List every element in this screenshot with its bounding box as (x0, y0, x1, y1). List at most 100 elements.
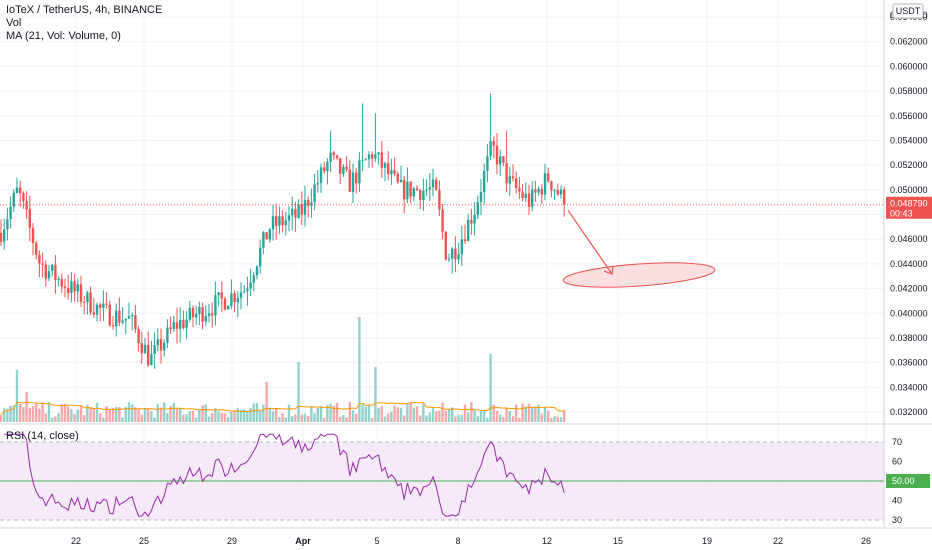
x-tick-label: 25 (139, 536, 149, 546)
volume-bar (438, 410, 441, 422)
candle-body (137, 328, 140, 344)
annotations[interactable] (0, 204, 884, 292)
candle-body (6, 219, 9, 230)
candle-body (495, 145, 499, 165)
volume-bar (163, 402, 166, 422)
rsi-tick-label: 30 (892, 515, 902, 525)
volume-bar (483, 409, 486, 422)
volume-bar (22, 407, 25, 422)
candle-body (3, 229, 6, 242)
volume-bar (495, 411, 499, 422)
candle-body (185, 319, 188, 328)
candle-body (329, 152, 332, 162)
candle-body (15, 187, 19, 193)
volume-bar (169, 406, 172, 422)
volume-bar (361, 404, 364, 422)
volume-bar (390, 411, 393, 422)
candle-body (294, 209, 297, 218)
candle-body (345, 166, 348, 170)
volume-bar (454, 416, 457, 422)
volume-bar (159, 407, 163, 422)
candle-body (179, 319, 182, 329)
volume-bar (35, 403, 38, 422)
volume-bar (300, 414, 303, 422)
volume-bar (556, 416, 559, 422)
candle-body (259, 247, 262, 267)
volume-bar (86, 405, 89, 422)
volume-bar (99, 413, 102, 422)
volume-bar (550, 417, 553, 422)
candle-body (70, 281, 73, 294)
volume-bar (364, 406, 367, 422)
rsi-label[interactable]: RSI (14, close) (6, 430, 79, 442)
last-price-badge (886, 196, 932, 219)
candle-body (169, 327, 172, 329)
candle-body (207, 313, 211, 316)
volume-bar (201, 405, 204, 422)
volume-bar (342, 415, 345, 422)
y-tick-label: 0.062000 (890, 37, 928, 47)
volume-bar (409, 402, 412, 422)
volume-bar (358, 317, 361, 422)
candle-body (399, 179, 403, 183)
volume-bar (275, 407, 278, 422)
volume-bar (387, 413, 390, 422)
candle-body (108, 304, 111, 326)
volume-bar (233, 411, 236, 422)
candle-body (38, 254, 41, 264)
ma-label[interactable]: MA (21, Vol: Volume, 0) (6, 30, 121, 42)
volume-bar (214, 408, 217, 422)
volume-label[interactable]: Vol (6, 17, 22, 29)
volume-bar (310, 405, 313, 422)
y-tick-label: 0.040000 (890, 308, 928, 318)
candle-body (19, 187, 22, 194)
volume-bar (547, 410, 550, 422)
y-tick-label: 0.056000 (890, 111, 928, 121)
candle-body (44, 264, 47, 279)
volume-bar (230, 412, 233, 422)
y-tick-label: 0.036000 (890, 358, 928, 368)
candle-body (79, 284, 83, 302)
volume-bar (243, 409, 246, 422)
candle-body (262, 232, 265, 248)
volume-bar (425, 415, 428, 422)
candle-body (191, 307, 195, 318)
symbol-title[interactable]: IoTeX / TetherUS, 4h, BINANCE (6, 4, 163, 16)
y-tick-label: 0.044000 (890, 259, 928, 269)
volume-bar (131, 404, 134, 422)
candle-body (287, 215, 291, 221)
candle-body (454, 248, 457, 260)
candle-body (473, 214, 476, 224)
candle-body (540, 188, 543, 195)
volume-bar (470, 402, 473, 422)
volume-bar (153, 417, 156, 422)
volume-bar (172, 402, 175, 422)
candle-body (374, 154, 377, 159)
volume-bar (319, 405, 323, 422)
candle-body (118, 310, 121, 323)
volume-bar (515, 404, 518, 422)
volume-bar (278, 417, 281, 422)
candle-body (198, 306, 201, 314)
volume-bar (118, 407, 121, 422)
volume-bar (534, 407, 537, 422)
candle-body (76, 284, 79, 292)
candle-body (508, 176, 511, 184)
candle-body (278, 216, 281, 226)
volume-bar (227, 416, 230, 422)
volume-bar (463, 404, 467, 422)
candle-body (115, 310, 118, 327)
candle-body (367, 154, 371, 160)
y-tick-label: 0.054000 (890, 135, 928, 145)
candle-body (249, 282, 252, 289)
volume-bar (73, 414, 76, 422)
candle-body (419, 190, 422, 200)
candle-body (284, 220, 287, 226)
volume-bar (307, 415, 310, 422)
volume-bar (502, 416, 505, 422)
candle-body (291, 209, 294, 216)
volume-bar (406, 403, 409, 422)
